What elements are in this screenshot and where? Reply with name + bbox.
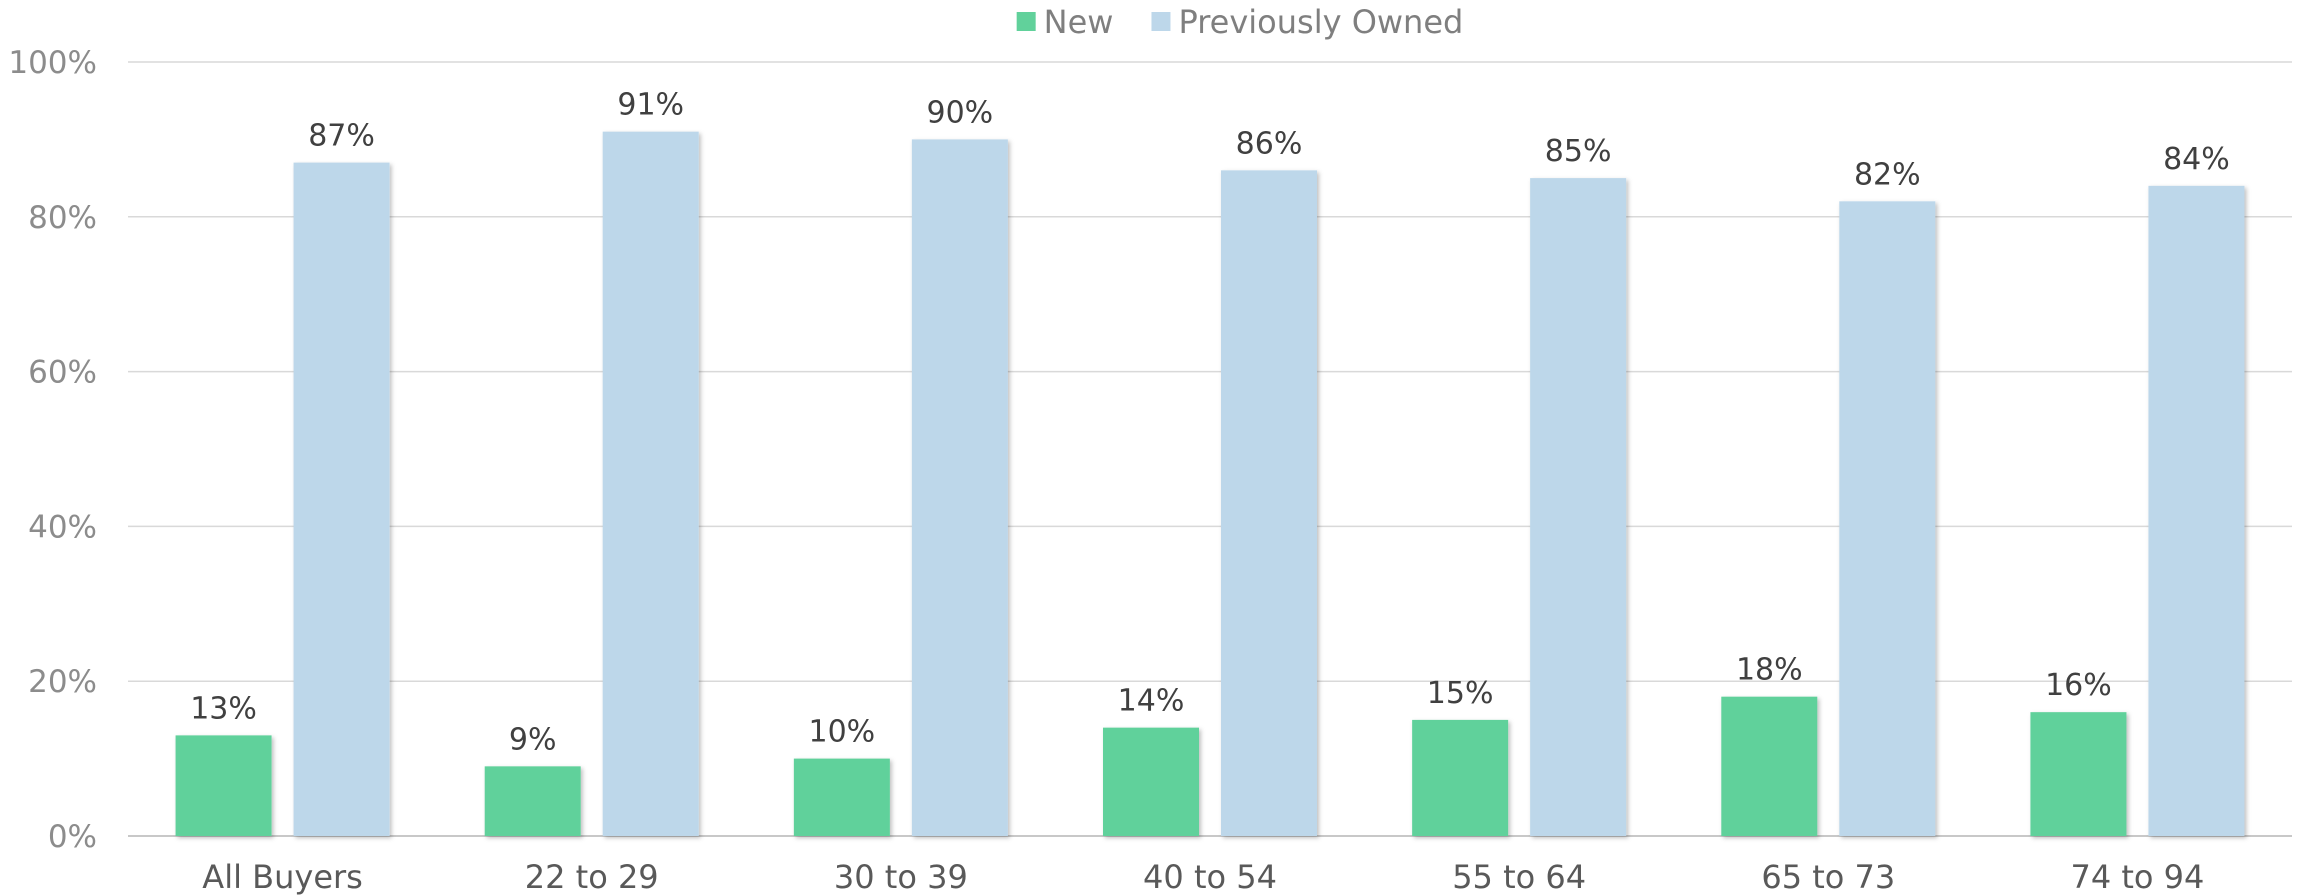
legend-label: New	[1044, 3, 1114, 41]
data-label: 14%	[1118, 684, 1185, 719]
bar-previously-owned	[602, 131, 699, 836]
y-tick-label: 20%	[28, 664, 97, 700]
bars	[175, 131, 2245, 837]
data-label: 85%	[1545, 134, 1612, 169]
x-tick-label: 22 to 29	[525, 858, 659, 896]
bar-previously-owned	[293, 162, 390, 836]
bar-previously-owned	[1839, 201, 1936, 836]
x-tick-label: 30 to 39	[834, 858, 968, 896]
bar-new	[1412, 719, 1509, 836]
legend-label: Previously Owned	[1178, 3, 1463, 41]
legend-swatch	[1016, 12, 1036, 31]
bar-new	[1721, 696, 1818, 836]
legend-swatch	[1151, 12, 1171, 31]
bar-new	[1103, 727, 1199, 836]
x-tick-label: 55 to 64	[1452, 858, 1586, 896]
y-tick-label: 100%	[8, 45, 97, 81]
x-tick-label: 40 to 54	[1143, 858, 1277, 896]
bar-previously-owned	[1221, 170, 1317, 837]
y-tick-label: 60%	[28, 355, 97, 391]
data-label: 13%	[190, 691, 257, 726]
bar-new	[484, 766, 581, 836]
y-tick-label: 0%	[48, 819, 97, 855]
data-label: 18%	[1736, 653, 1803, 688]
x-tick-label: 74 to 94	[2070, 858, 2204, 896]
legend-item: New	[1016, 3, 1114, 41]
legend: New Previously Owned	[1016, 3, 1463, 41]
bar-previously-owned	[1530, 178, 1627, 837]
y-tick-label: 80%	[28, 200, 97, 236]
y-axis: 0% 20% 40% 60% 80% 100%	[8, 45, 97, 855]
data-label: 84%	[2163, 142, 2230, 177]
gridlines	[128, 61, 2292, 837]
bar-new	[175, 735, 272, 836]
legend-item: Previously Owned	[1151, 3, 1463, 41]
data-label: 82%	[1854, 157, 1921, 192]
data-label: 16%	[2045, 668, 2112, 703]
bar-previously-owned	[911, 139, 1008, 836]
data-label: 91%	[617, 88, 684, 123]
x-tick-label: 65 to 73	[1761, 858, 1895, 896]
bar-previously-owned	[2148, 185, 2245, 837]
bar-new	[2030, 712, 2127, 836]
data-label: 87%	[308, 119, 375, 154]
data-labels: 13% 87% 9% 91% 10% 90% 14% 86% 15% 85% 18% 82% 16% 84…	[190, 88, 2230, 758]
x-tick-label: All Buyers	[202, 858, 363, 896]
data-label: 9%	[509, 722, 557, 757]
data-label: 10%	[809, 715, 876, 750]
bar-new	[793, 758, 890, 836]
data-label: 90%	[927, 95, 994, 130]
data-label: 15%	[1427, 676, 1494, 711]
x-axis: All Buyers 22 to 29 30 to 39 40 to 54 55 to …	[202, 858, 2204, 896]
data-label: 86%	[1236, 126, 1303, 161]
y-tick-label: 40%	[28, 509, 97, 545]
